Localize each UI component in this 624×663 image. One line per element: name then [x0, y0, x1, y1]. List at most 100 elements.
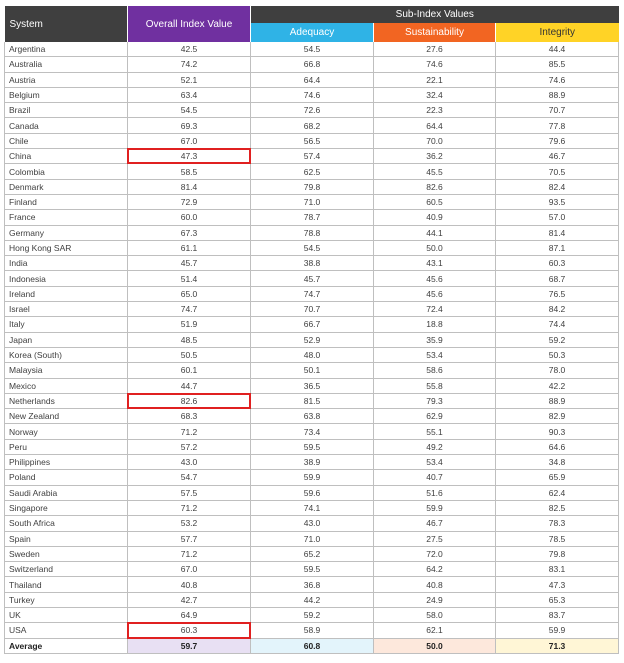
header-sub-index: Sub-Index Values [250, 6, 619, 23]
overall-cell: 42.7 [127, 592, 251, 608]
average-label: Average [4, 638, 128, 654]
adequacy-cell: 74.1 [250, 500, 374, 517]
overall-cell: 60.3 [127, 622, 251, 639]
adequacy-cell: 68.2 [250, 117, 374, 134]
overall-cell: 52.1 [127, 72, 251, 88]
integrity-cell: 88.9 [495, 393, 620, 410]
overall-cell: 48.5 [127, 332, 251, 348]
overall-cell: 71.2 [127, 500, 251, 517]
sustainability-cell: 45.5 [373, 163, 496, 180]
adequacy-cell: 38.8 [250, 255, 374, 272]
sustainability-cell: 62.9 [373, 408, 496, 425]
overall-cell: 45.7 [127, 255, 251, 272]
sustainability-cell: 44.1 [373, 225, 496, 241]
table-row: Indonesia 51.4 45.7 45.6 68.7 [4, 270, 620, 287]
sustainability-cell: 70.0 [373, 133, 496, 150]
system-cell: Norway [4, 423, 128, 440]
overall-cell: 69.3 [127, 117, 251, 134]
table-row: Australia 74.2 66.8 74.6 85.5 [4, 56, 620, 73]
system-cell: Sweden [4, 546, 128, 563]
overall-cell: 68.3 [127, 408, 251, 425]
integrity-cell: 90.3 [495, 423, 620, 440]
integrity-cell: 88.9 [495, 87, 620, 104]
system-cell: Switzerland [4, 561, 128, 578]
header-sustainability: Sustainability [373, 23, 496, 42]
system-cell: Thailand [4, 576, 128, 593]
overall-cell: 67.0 [127, 133, 251, 150]
table-row: Ireland 65.0 74.7 45.6 76.5 [4, 286, 620, 303]
system-cell: Singapore [4, 500, 128, 517]
sustainability-cell: 64.4 [373, 117, 496, 134]
system-cell: Spain [4, 531, 128, 547]
integrity-cell: 77.8 [495, 117, 620, 134]
sustainability-cell: 18.8 [373, 316, 496, 333]
integrity-cell: 83.7 [495, 607, 620, 624]
average-sustainability: 50.0 [373, 638, 496, 654]
index-table-container: System Overall Index Value Sub-Index Val… [4, 6, 620, 654]
sustainability-cell: 72.0 [373, 546, 496, 563]
table-row: USA 60.3 58.9 62.1 59.9 [4, 622, 620, 639]
sustainability-cell: 24.9 [373, 592, 496, 608]
adequacy-cell: 58.9 [250, 622, 374, 639]
system-cell: Austria [4, 72, 128, 88]
overall-cell: 72.9 [127, 194, 251, 211]
sustainability-cell: 62.1 [373, 622, 496, 639]
highlight-box [127, 622, 251, 639]
integrity-cell: 82.4 [495, 179, 620, 195]
adequacy-cell: 36.8 [250, 576, 374, 593]
adequacy-cell: 59.2 [250, 607, 374, 624]
system-cell: USA [4, 622, 128, 639]
sustainability-cell: 53.4 [373, 347, 496, 364]
sustainability-cell: 72.4 [373, 301, 496, 318]
adequacy-cell: 57.4 [250, 148, 374, 165]
adequacy-cell: 38.9 [250, 454, 374, 471]
system-cell: Indonesia [4, 270, 128, 287]
sustainability-cell: 22.3 [373, 102, 496, 119]
sustainability-cell: 46.7 [373, 515, 496, 532]
sustainability-cell: 50.0 [373, 240, 496, 257]
sustainability-cell: 58.6 [373, 362, 496, 379]
integrity-cell: 59.9 [495, 622, 620, 639]
table-row: Sweden 71.2 65.2 72.0 79.8 [4, 546, 620, 563]
integrity-cell: 82.9 [495, 408, 620, 425]
table-row: Brazil 54.5 72.6 22.3 70.7 [4, 102, 620, 119]
adequacy-cell: 56.5 [250, 133, 374, 150]
system-cell: India [4, 255, 128, 272]
adequacy-cell: 44.2 [250, 592, 374, 608]
table-row: New Zealand 68.3 63.8 62.9 82.9 [4, 408, 620, 425]
system-cell: Peru [4, 439, 128, 456]
system-cell: Turkey [4, 592, 128, 608]
adequacy-cell: 43.0 [250, 515, 374, 532]
sustainability-cell: 40.9 [373, 209, 496, 226]
system-cell: Australia [4, 56, 128, 73]
table-row: Malaysia 60.1 50.1 58.6 78.0 [4, 362, 620, 379]
overall-cell: 57.7 [127, 531, 251, 547]
sustainability-cell: 45.6 [373, 270, 496, 287]
table-row: Thailand 40.8 36.8 40.8 47.3 [4, 576, 620, 593]
system-cell: Colombia [4, 163, 128, 180]
overall-cell: 63.4 [127, 87, 251, 104]
system-cell: Japan [4, 332, 128, 348]
sustainability-cell: 60.5 [373, 194, 496, 211]
sustainability-cell: 51.6 [373, 485, 496, 501]
sustainability-cell: 55.8 [373, 378, 496, 394]
adequacy-cell: 78.8 [250, 225, 374, 241]
header-adequacy: Adequacy [250, 23, 374, 42]
integrity-cell: 74.6 [495, 72, 620, 88]
table-row: Argentina 42.5 54.5 27.6 44.4 [4, 42, 620, 58]
header-system: System [4, 6, 128, 42]
integrity-cell: 74.4 [495, 316, 620, 333]
table-row: Philippines 43.0 38.9 53.4 34.8 [4, 454, 620, 471]
header-integrity: Integrity [495, 23, 619, 42]
adequacy-cell: 64.4 [250, 72, 374, 88]
integrity-cell: 70.5 [495, 163, 620, 180]
table-row: Chile 67.0 56.5 70.0 79.6 [4, 133, 620, 150]
overall-cell: 47.3 [127, 148, 251, 165]
integrity-cell: 87.1 [495, 240, 620, 257]
average-integrity: 71.3 [495, 638, 620, 654]
adequacy-cell: 70.7 [250, 301, 374, 318]
sustainability-cell: 79.3 [373, 393, 496, 410]
sustainability-cell: 55.1 [373, 423, 496, 440]
table-row: Colombia 58.5 62.5 45.5 70.5 [4, 163, 620, 180]
adequacy-cell: 81.5 [250, 393, 374, 410]
